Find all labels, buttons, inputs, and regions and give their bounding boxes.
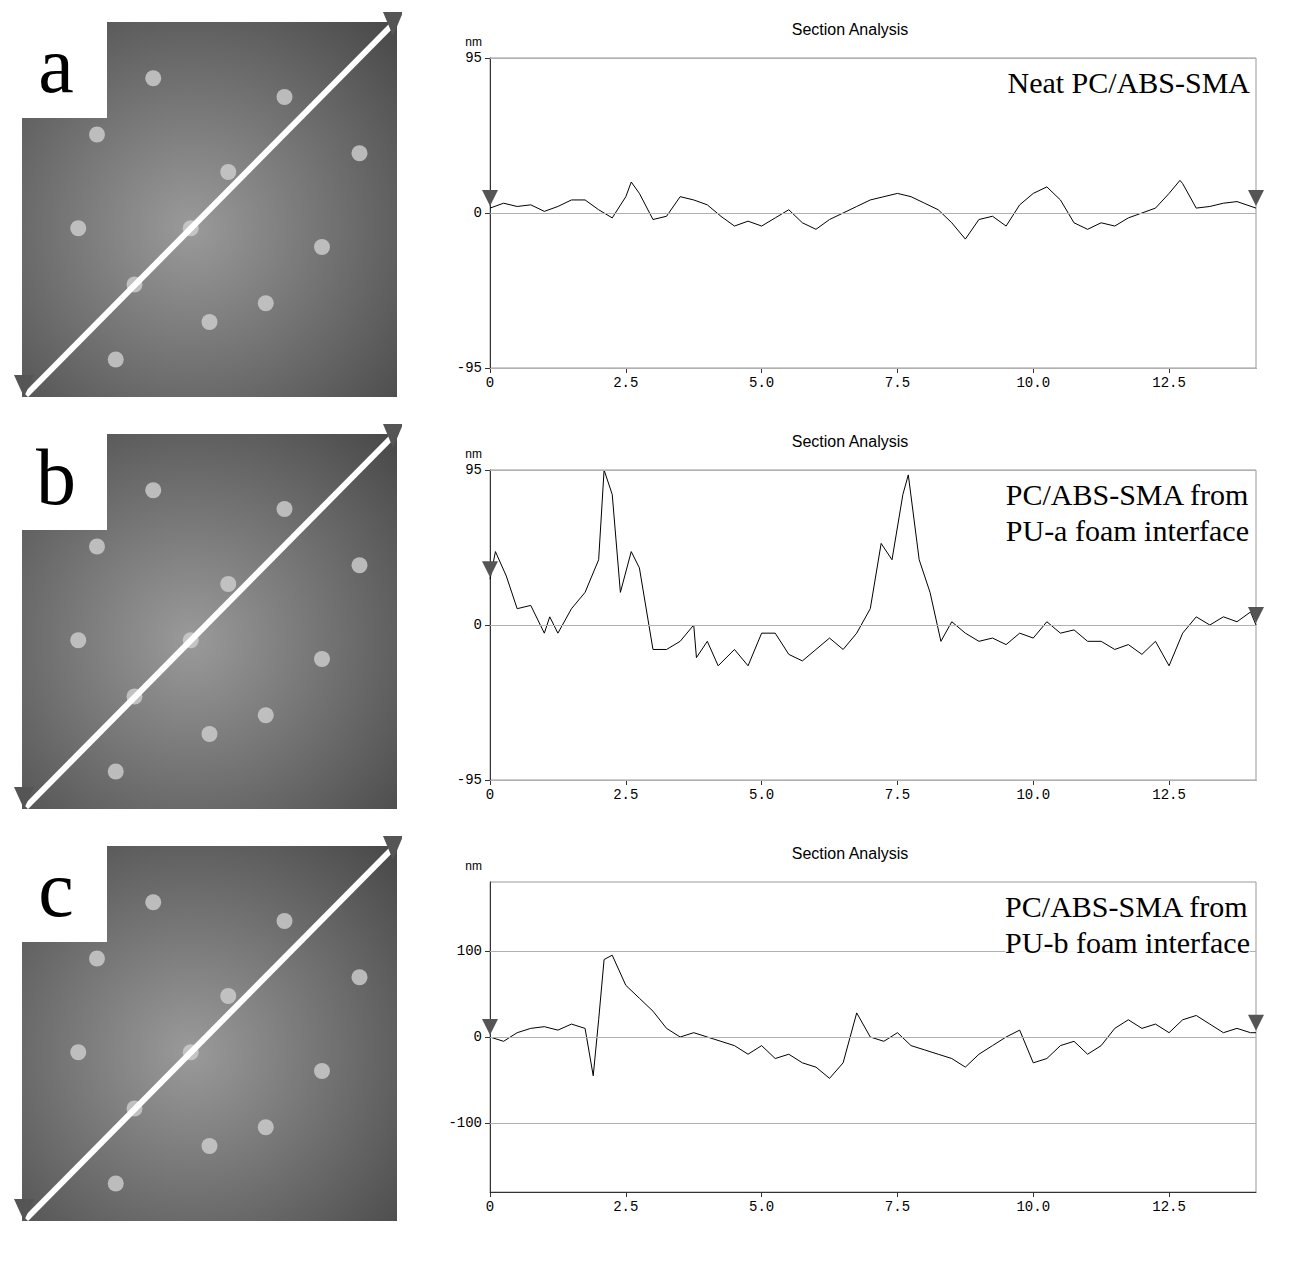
svg-text:100: 100 — [457, 943, 482, 959]
svg-text:-95: -95 — [457, 772, 482, 788]
svg-text:Section Analysis: Section Analysis — [792, 21, 909, 38]
svg-text:Neat PC/ABS-SMA: Neat PC/ABS-SMA — [1007, 66, 1250, 99]
svg-text:7.5: 7.5 — [885, 787, 910, 803]
svg-text:Section Analysis: Section Analysis — [792, 845, 909, 862]
svg-text:12.5: 12.5 — [1152, 787, 1186, 803]
svg-text:Section Analysis: Section Analysis — [792, 433, 909, 450]
svg-text:PU-b foam interface: PU-b foam interface — [1005, 926, 1250, 959]
svg-text:PU-a foam interface: PU-a foam interface — [1006, 514, 1249, 547]
svg-text:0: 0 — [486, 1199, 494, 1215]
svg-text:-95: -95 — [457, 360, 482, 376]
svg-text:95: 95 — [465, 50, 482, 66]
svg-text:5.0: 5.0 — [749, 375, 774, 391]
svg-text:12.5: 12.5 — [1152, 375, 1186, 391]
svg-text:12.5: 12.5 — [1152, 1199, 1186, 1215]
svg-text:a: a — [38, 21, 74, 109]
svg-text:PC/ABS-SMA from: PC/ABS-SMA from — [1005, 890, 1248, 923]
svg-text:0: 0 — [474, 617, 482, 633]
svg-text:2.5: 2.5 — [613, 375, 638, 391]
svg-text:5.0: 5.0 — [749, 1199, 774, 1215]
svg-text:7.5: 7.5 — [885, 375, 910, 391]
svg-text:-100: -100 — [448, 1115, 482, 1131]
svg-text:nm: nm — [465, 859, 482, 873]
svg-text:95: 95 — [465, 462, 482, 478]
svg-text:7.5: 7.5 — [885, 1199, 910, 1215]
svg-text:0: 0 — [474, 1029, 482, 1045]
svg-text:2.5: 2.5 — [613, 1199, 638, 1215]
svg-text:nm: nm — [465, 35, 482, 49]
svg-text:PC/ABS-SMA from: PC/ABS-SMA from — [1006, 478, 1249, 511]
svg-text:5.0: 5.0 — [749, 787, 774, 803]
svg-text:0: 0 — [486, 375, 494, 391]
svg-text:10.0: 10.0 — [1016, 1199, 1050, 1215]
svg-text:0: 0 — [474, 205, 482, 221]
svg-text:2.5: 2.5 — [613, 787, 638, 803]
svg-text:10.0: 10.0 — [1016, 787, 1050, 803]
svg-text:nm: nm — [465, 447, 482, 461]
svg-text:b: b — [36, 433, 76, 521]
svg-text:c: c — [38, 845, 74, 933]
svg-text:10.0: 10.0 — [1016, 375, 1050, 391]
svg-text:0: 0 — [486, 787, 494, 803]
